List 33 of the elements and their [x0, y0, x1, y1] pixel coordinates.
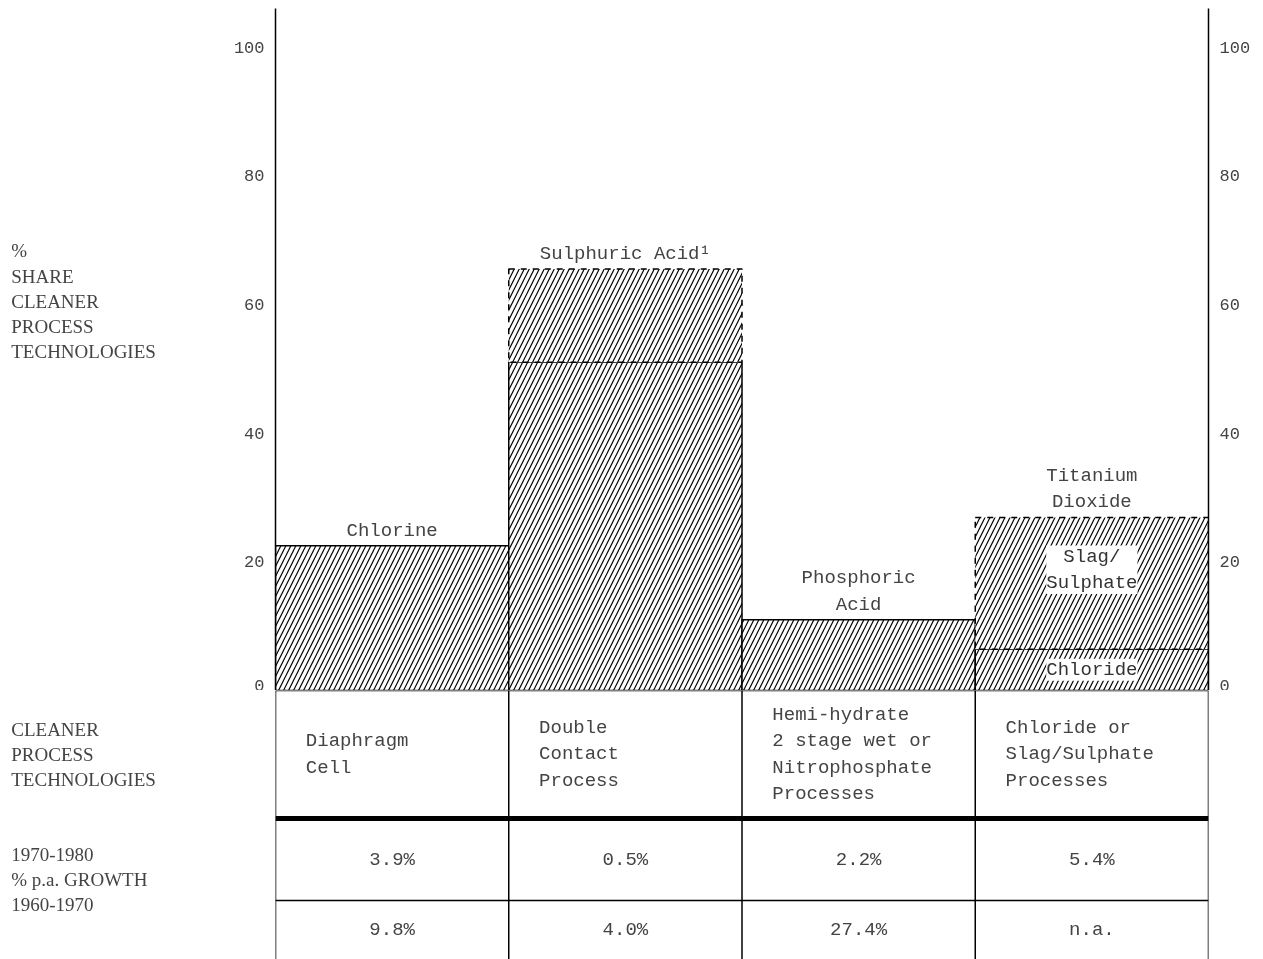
y2-tick-label: 0: [1219, 676, 1230, 696]
text: 4.0%: [602, 918, 649, 941]
y2-tick-label: 20: [1219, 553, 1240, 573]
y-tick-label: 80: [244, 167, 265, 187]
text: 27.4%: [830, 918, 888, 941]
text: 0.5%: [602, 848, 649, 871]
x-tick-label: Chlorine: [346, 519, 438, 542]
y2-tick-label: 60: [1219, 295, 1240, 315]
y-tick-label: 40: [244, 424, 265, 444]
annotation: Chloride: [1046, 658, 1138, 681]
y2-tick-label: 80: [1219, 167, 1240, 187]
text: Diaphragm Cell: [305, 730, 409, 779]
y-tick-label: 60: [244, 295, 265, 315]
x-tick-label: Sulphuric Acid¹: [539, 243, 711, 266]
text: Double Contact Process: [539, 717, 619, 792]
y-tick-label: 100: [233, 38, 265, 58]
text: Chloride or Slag/Sulphate Processes: [1005, 717, 1154, 792]
text: 9.8%: [369, 918, 416, 941]
text: 2.2%: [835, 848, 883, 871]
y-tick-label: 20: [244, 553, 265, 573]
y2-tick-label: 40: [1219, 424, 1240, 444]
text: 3.9%: [369, 848, 416, 871]
text: Hemi-hydrate 2 stage wet or Nitrophosphate Processes: [772, 703, 932, 806]
text: 1970-1980 % p.a. GROWTH 1960-1970: [11, 843, 148, 916]
text: 5.4%: [1069, 848, 1116, 871]
y-axis-title: % SHARE CLEANER PROCESS TECHNOLOGIES: [11, 240, 156, 363]
y-tick-label: 0: [254, 676, 265, 696]
x-tick-label: Titanium Dioxide: [1046, 465, 1138, 514]
x-tick-label: Phosphoric Acid: [801, 567, 916, 616]
y2-tick-label: 100: [1219, 38, 1251, 58]
text: CLEANER PROCESS TECHNOLOGIES: [11, 718, 156, 791]
text: n.a.: [1069, 918, 1115, 941]
annotation: Slag/ Sulphate: [1046, 545, 1138, 594]
